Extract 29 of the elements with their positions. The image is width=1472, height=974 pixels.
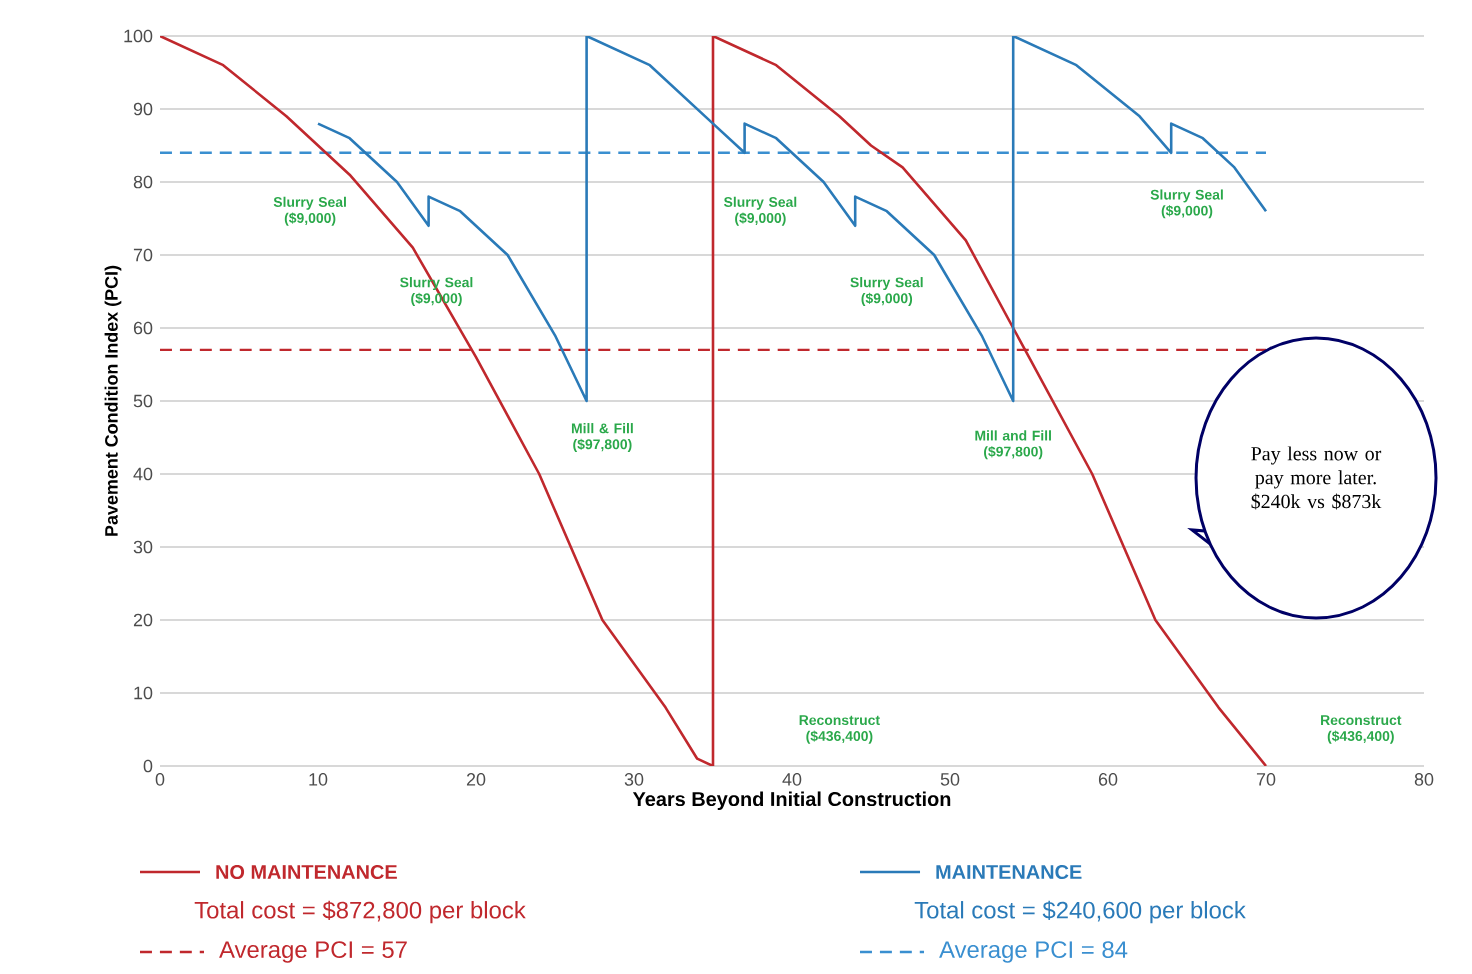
x-tick-label: 70: [1256, 773, 1276, 786]
y-tick-label: 40: [133, 467, 153, 481]
y-tick-label: 50: [133, 394, 153, 408]
y-tick-label: 80: [133, 175, 153, 189]
text: Total cost = $240,600 per block: [914, 900, 1246, 924]
x-axis-title: Years Beyond Initial Construction: [632, 791, 951, 811]
legend-label: MAINTENANCE: [936, 864, 1082, 880]
y-tick-label: 10: [134, 686, 153, 700]
legend-label: Average PCI = 84: [939, 941, 1128, 963]
y-tick-label: 90: [133, 102, 153, 116]
x-tick-label: 30: [624, 773, 644, 786]
x-tick-label: 20: [466, 773, 486, 786]
annotation: Pay less now or pay more later. $240k vs $873k: [1251, 446, 1382, 510]
legend-label: Average PCI = 57: [219, 941, 407, 963]
x-tick-label: 40: [782, 773, 802, 786]
x-tick-label: 50: [940, 773, 960, 786]
x-tick-label: 0: [155, 773, 165, 786]
x-tick-label: 10: [309, 773, 328, 786]
y-tick-label: 100: [124, 29, 153, 43]
y-tick-label: 60: [133, 321, 153, 335]
text: Total cost = $872,800 per block: [194, 900, 526, 924]
y-tick-label: 20: [133, 613, 153, 627]
legend-label: NO MAINTENANCE: [216, 864, 397, 880]
y-axis-title: Pavement Condition Index (PCI): [104, 265, 122, 536]
y-tick-label: 70: [133, 248, 153, 262]
y-tick-label: 0: [143, 759, 153, 773]
x-tick-label: 60: [1098, 773, 1118, 786]
y-tick-label: 30: [133, 540, 153, 554]
x-tick-label: 80: [1414, 773, 1434, 786]
